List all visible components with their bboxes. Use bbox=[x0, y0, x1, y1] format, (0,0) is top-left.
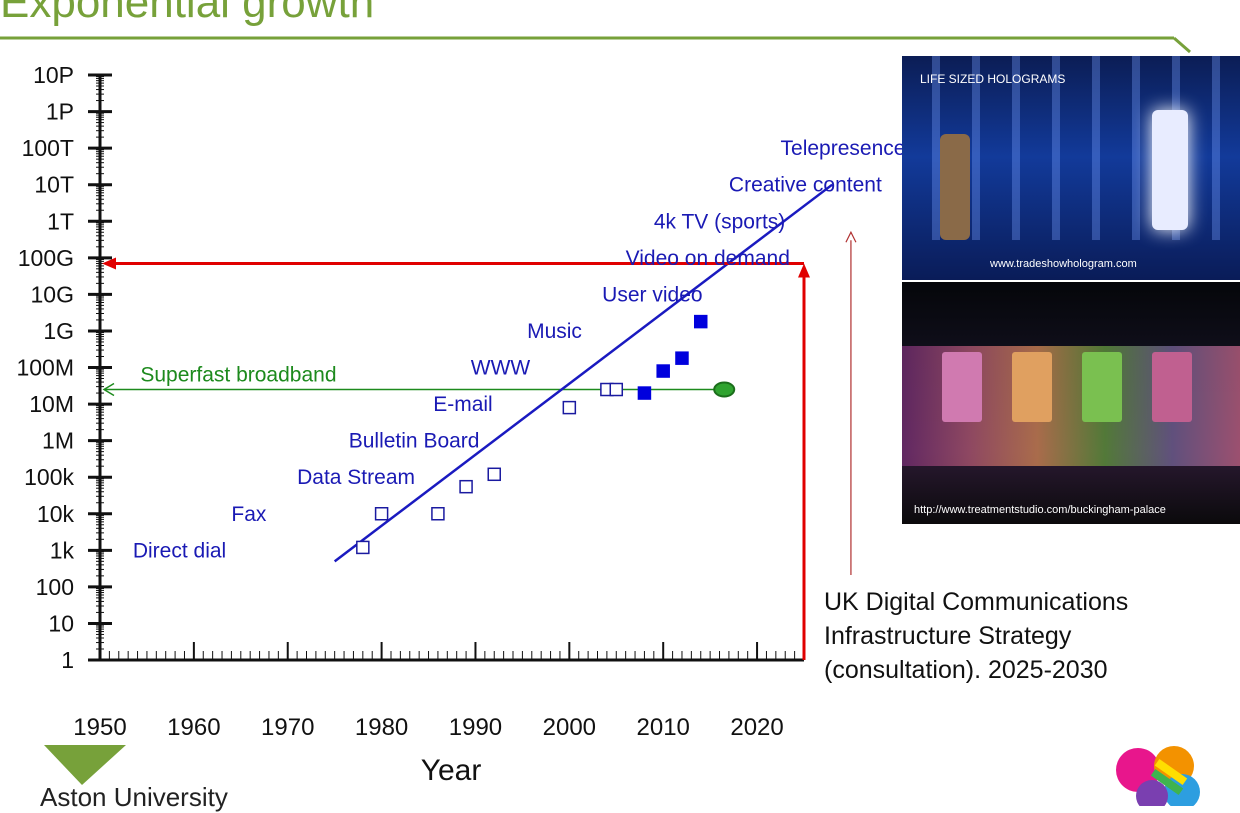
y-tick-label: 10M bbox=[29, 391, 74, 417]
y-tick-label: 10 bbox=[48, 610, 74, 636]
growth-annotation: User video bbox=[602, 283, 702, 306]
y-tick-label: 10P bbox=[33, 62, 74, 88]
hologram-heading: LIFE SIZED HOLOGRAMS bbox=[920, 72, 1066, 86]
filled-data-point bbox=[656, 364, 670, 378]
y-tick-label: 10T bbox=[34, 172, 74, 198]
y-tick-label: 1M bbox=[42, 428, 74, 454]
labels-layer: 1 10 100 1k 10k 100k 1M 10M 100M 1G 10G 100G 1T 10T 10… bbox=[16, 62, 905, 741]
open-data-point bbox=[562, 400, 577, 415]
y-tick-label: 1G bbox=[43, 318, 74, 344]
y-tick-label: 1T bbox=[47, 208, 74, 234]
growth-annotation: Direct dial bbox=[133, 539, 226, 562]
filled-data-point bbox=[675, 351, 689, 365]
broadband-arrowhead bbox=[102, 382, 115, 397]
broadband-target-marker bbox=[713, 381, 736, 398]
y-tick-label: 100T bbox=[22, 135, 74, 161]
growth-annotation: Video on demand bbox=[626, 247, 790, 270]
growth-annotation: Bulletin Board bbox=[349, 430, 480, 453]
palace-projection-photo: http://www.treatmentstudio.com/buckingha… bbox=[902, 282, 1240, 524]
growth-annotation: Data Stream bbox=[297, 466, 415, 489]
hologram-credit: www.tradeshowhologram.com bbox=[990, 258, 1137, 270]
target-horizontal-arrowhead bbox=[102, 257, 116, 270]
filled-data-point bbox=[693, 314, 708, 329]
growth-annotation: Telepresence bbox=[781, 137, 906, 160]
open-data-point bbox=[459, 479, 473, 494]
x-tick-label: 1960 bbox=[167, 714, 220, 741]
y-tick-label: 10k bbox=[37, 501, 75, 527]
x-tick-label: 1990 bbox=[449, 714, 502, 741]
growth-annotation: 4k TV (sports) bbox=[654, 210, 785, 233]
open-data-point bbox=[374, 507, 389, 521]
growth-annotation: Creative content bbox=[729, 174, 882, 197]
growth-annotation: Music bbox=[527, 320, 582, 343]
growth-annotation: WWW bbox=[471, 357, 531, 380]
x-tick-label: 1950 bbox=[73, 714, 126, 741]
y-tick-label: 1 bbox=[61, 647, 74, 673]
open-data-point bbox=[487, 467, 501, 482]
y-tick-label: 1P bbox=[46, 99, 74, 125]
filled-data-point bbox=[637, 386, 652, 400]
slide-title: Exponential growth bbox=[0, 0, 375, 27]
aston-logo-icon bbox=[44, 745, 126, 785]
axes-layer bbox=[88, 73, 805, 662]
marks-layer bbox=[356, 314, 708, 555]
y-tick-label: 1k bbox=[50, 537, 75, 563]
open-data-point bbox=[431, 507, 445, 521]
y-tick-label: 100M bbox=[16, 355, 74, 381]
title-underline-corner bbox=[1173, 36, 1191, 54]
presenter-figure bbox=[940, 134, 970, 240]
y-tick-label: 100k bbox=[24, 464, 74, 490]
growth-annotation: E-mail bbox=[433, 393, 493, 416]
hologram-photo: LIFE SIZED HOLOGRAMS www.tradeshowhologr… bbox=[902, 56, 1240, 280]
y-tick-label: 100 bbox=[36, 574, 74, 600]
aston-university-label: Aston University bbox=[40, 782, 228, 812]
y-tick-label: 100G bbox=[18, 245, 74, 271]
strategy-note: UK Digital Communications Infrastructure… bbox=[824, 588, 1129, 684]
open-data-point bbox=[356, 540, 370, 555]
rainbow-logo-icon bbox=[1116, 746, 1200, 806]
strategy-arrowhead bbox=[845, 230, 857, 243]
target-vertical-arrowhead bbox=[798, 263, 810, 278]
palace-credit: http://www.treatmentstudio.com/buckingha… bbox=[914, 504, 1166, 516]
open-data-point bbox=[609, 382, 624, 397]
x-tick-label: 2000 bbox=[543, 714, 596, 741]
x-axis-title: Year bbox=[421, 754, 482, 787]
broadband-label: Superfast broadband bbox=[140, 364, 336, 387]
growth-annotation: Fax bbox=[231, 503, 267, 526]
x-tick-label: 2020 bbox=[730, 714, 783, 741]
x-tick-label: 1970 bbox=[261, 714, 314, 741]
trend-line bbox=[333, 183, 833, 563]
x-tick-label: 1980 bbox=[355, 714, 408, 741]
x-tick-label: 2010 bbox=[637, 714, 690, 741]
hologram-figure bbox=[1152, 110, 1188, 230]
y-tick-label: 10G bbox=[31, 281, 74, 307]
